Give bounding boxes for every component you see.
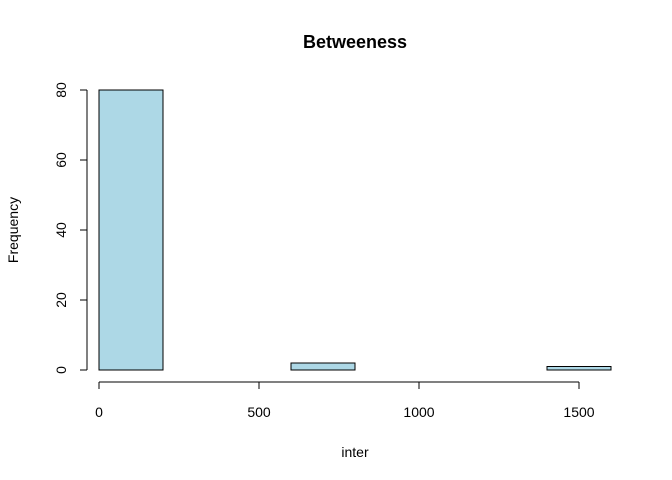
- x-tick-label-3: 1500: [563, 404, 594, 420]
- y-tick-label-1: 20: [53, 292, 69, 308]
- y-axis: 0 20 40 60 80: [53, 82, 88, 374]
- x-axis: 0 500 1000 1500: [95, 381, 595, 420]
- y-tick-label-4: 80: [53, 82, 69, 98]
- x-tick-label-0: 0: [95, 404, 103, 420]
- bars-group: [98, 89, 612, 371]
- y-tick-label-0: 0: [53, 366, 69, 374]
- y-tick-label-3: 60: [53, 152, 69, 168]
- x-axis-label: inter: [341, 444, 369, 460]
- histogram-bar-3: [290, 362, 356, 371]
- x-tick-label-1: 500: [247, 404, 271, 420]
- x-tick-label-2: 1000: [403, 404, 434, 420]
- y-axis-label: Frequency: [5, 197, 21, 263]
- histogram-bar-7: [546, 366, 612, 371]
- histogram-bar-0: [98, 89, 164, 371]
- y-tick-label-2: 40: [53, 222, 69, 238]
- chart-title: Betweeness: [303, 32, 407, 52]
